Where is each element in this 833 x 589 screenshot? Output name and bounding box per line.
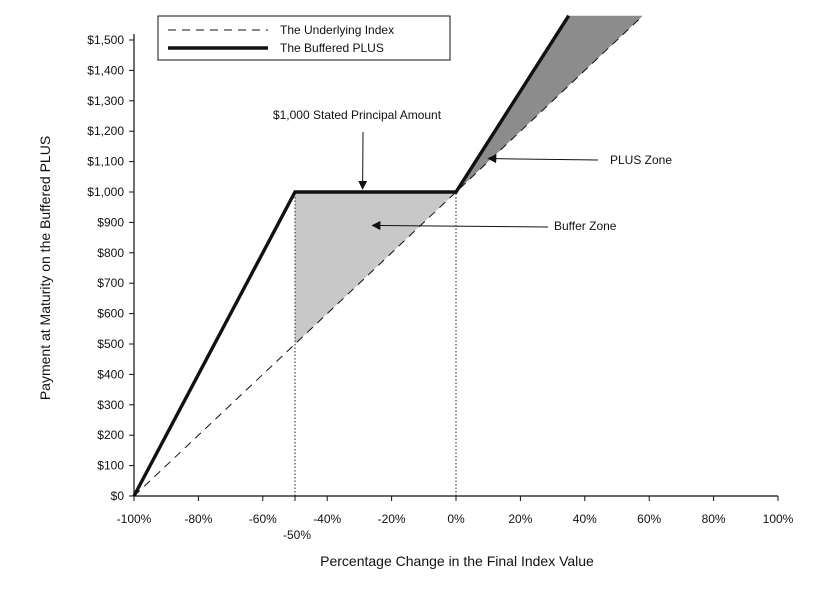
x-tick-label: -100% xyxy=(117,512,152,526)
y-tick-label: $100 xyxy=(97,459,124,473)
buffered-plus-line xyxy=(132,14,571,497)
annotation-plus-zone: PLUS Zone xyxy=(610,153,672,167)
y-tick-label: $1,500 xyxy=(87,33,124,47)
legend-label: The Underlying Index xyxy=(280,23,394,37)
y-tick-label: $300 xyxy=(97,398,124,412)
buffer-zone-area xyxy=(295,192,456,344)
x-axis-label: Percentage Change in the Final Index Val… xyxy=(320,553,594,569)
annotation-1-000-stated-principal-amount: $1,000 Stated Principal Amount xyxy=(273,108,442,122)
annotation-arrow-plus-zone xyxy=(487,154,599,164)
y-tick-label: $1,300 xyxy=(87,94,124,108)
y-tick-label: $0 xyxy=(111,489,125,503)
x-tick-label: 0% xyxy=(447,512,465,526)
x-tick-label: -40% xyxy=(313,512,341,526)
y-tick-label: $200 xyxy=(97,428,124,442)
x-tick-label: 100% xyxy=(763,512,794,526)
x-tick-label: -60% xyxy=(249,512,277,526)
legend-box xyxy=(157,15,451,61)
y-tick-label: $800 xyxy=(97,246,124,260)
x-tick-label: -20% xyxy=(378,512,406,526)
x-tick-label: -50% xyxy=(283,528,311,542)
y-tick-label: $1,200 xyxy=(87,124,124,138)
x-tick-label: 60% xyxy=(637,512,661,526)
annotation-buffer-zone: Buffer Zone xyxy=(554,219,617,233)
underlying-index-line xyxy=(133,15,644,497)
x-tick-label: 80% xyxy=(702,512,726,526)
x-tick-label: 40% xyxy=(573,512,597,526)
y-tick-label: $500 xyxy=(97,337,124,351)
y-axis-label: Payment at Maturity on the Buffered PLUS xyxy=(37,136,53,400)
x-tick-label: -80% xyxy=(184,512,212,526)
y-tick-label: $700 xyxy=(97,276,124,290)
y-tick-label: $400 xyxy=(97,367,124,381)
y-tick-label: $900 xyxy=(97,215,124,229)
annotation-arrow-buffer-zone xyxy=(371,221,549,231)
y-tick-label: $1,000 xyxy=(87,185,124,199)
y-tick-label: $1,400 xyxy=(87,63,124,77)
y-tick-label: $1,100 xyxy=(87,155,124,169)
x-tick-label: 20% xyxy=(508,512,532,526)
legend-label: The Buffered PLUS xyxy=(280,41,384,55)
y-tick-label: $600 xyxy=(97,307,124,321)
